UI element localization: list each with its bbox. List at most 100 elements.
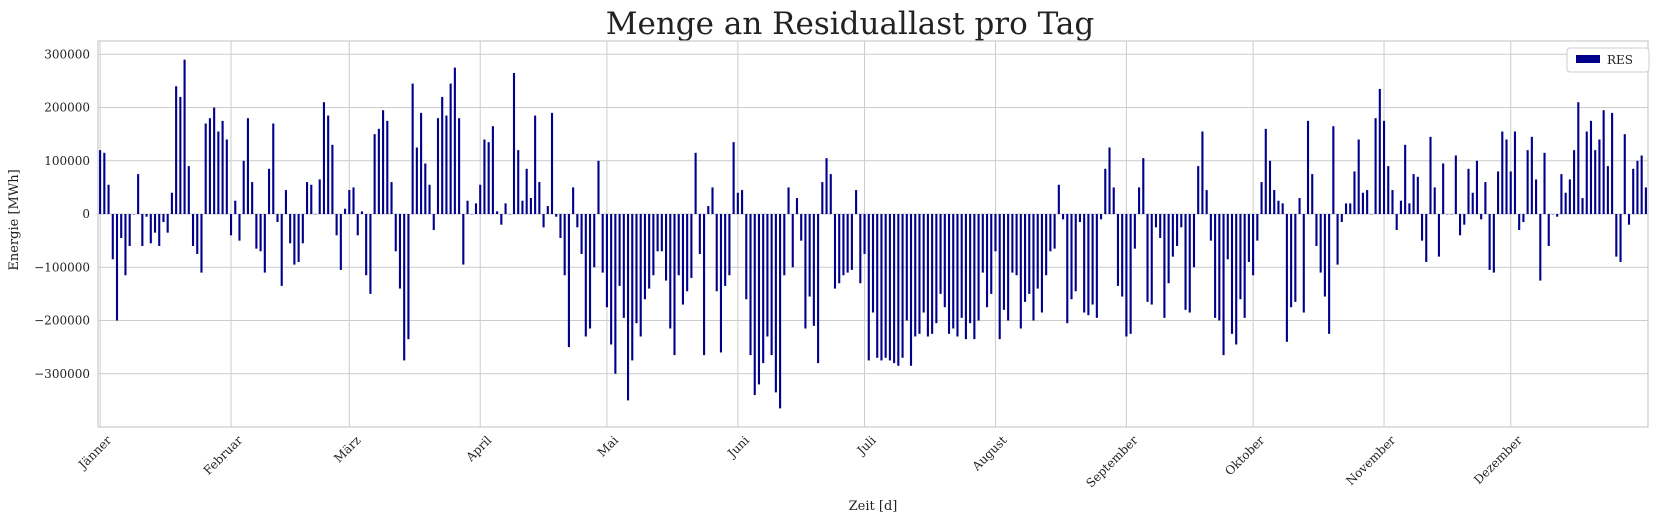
x-tick-label: April [463,433,495,465]
bar [175,86,178,215]
bar [1083,214,1086,313]
bar [458,118,461,215]
bar [1467,168,1470,215]
bar [217,131,220,215]
bar [120,214,123,238]
bar [1323,214,1326,297]
bar [1509,171,1512,215]
bar [403,214,406,361]
bar [525,168,528,215]
bar [584,214,587,337]
y-tick-label: −300000 [34,367,90,381]
bar [1573,150,1576,215]
bar [420,112,423,215]
bar [1602,110,1605,215]
bar [306,182,309,215]
bar [939,214,942,294]
bar [521,200,524,215]
bar [715,214,718,292]
bar [1311,174,1314,215]
bar [352,187,355,215]
bar [1095,214,1098,318]
bar [741,190,744,215]
bar [690,214,693,278]
bar [1176,214,1179,246]
bar [293,214,296,265]
bar [648,214,651,289]
bar [500,214,503,225]
bar [322,102,326,215]
bar [605,214,608,308]
bar [1108,147,1111,215]
bar [863,214,866,254]
bar [593,214,596,268]
bar [622,214,625,318]
bar [1606,166,1609,215]
bar [297,214,300,262]
bar [724,214,727,286]
bar [909,214,913,366]
x-tick-label: Oktober [1222,433,1267,478]
bar [238,214,241,241]
bar [812,214,815,326]
bar [1032,214,1035,321]
bar [931,214,934,334]
bar [369,214,372,294]
bar [1395,214,1398,230]
bar [335,214,338,236]
x-axis-label: Zeit [d] [849,499,898,514]
bar [926,214,929,337]
bar [1636,160,1639,215]
bar [263,214,266,273]
bar [1349,203,1352,215]
bar [289,214,292,244]
bar [331,144,334,215]
bar [382,110,385,215]
bar [994,214,997,252]
bar [1391,190,1394,215]
bar [1340,214,1343,223]
bar [1045,214,1048,276]
bar [107,184,110,215]
bar [124,214,127,276]
bar [1408,203,1411,215]
bar [441,96,444,215]
y-axis-label: Energie [MWh] [7,169,22,270]
bar [660,214,663,252]
bar [956,214,959,337]
bar [563,214,566,276]
bar [411,83,414,215]
bar [221,120,224,215]
bar [339,214,342,270]
bar [1298,198,1301,215]
bar [791,214,794,268]
bar [1535,179,1538,215]
bar [234,200,237,215]
bar [1201,131,1204,215]
bar [766,214,769,337]
bar [318,179,321,215]
bar [137,174,140,215]
bar [512,72,516,215]
bar [1328,214,1331,334]
x-tick-label: März [331,433,363,465]
bar [614,214,617,374]
bar [398,214,402,289]
bar [707,206,710,215]
bar [867,214,870,361]
x-tick-label: Jänner [74,433,114,473]
bar [774,214,777,393]
bar [1361,192,1364,215]
bar [1332,126,1335,215]
bar [580,214,583,254]
bar [1611,112,1614,215]
bar [1480,214,1483,220]
bar [436,118,440,215]
bar [1518,214,1521,230]
bar [1577,102,1580,215]
bar [1230,214,1234,334]
bar [1197,166,1200,215]
bar [1078,214,1081,223]
bar [960,214,963,318]
bar [829,174,832,215]
